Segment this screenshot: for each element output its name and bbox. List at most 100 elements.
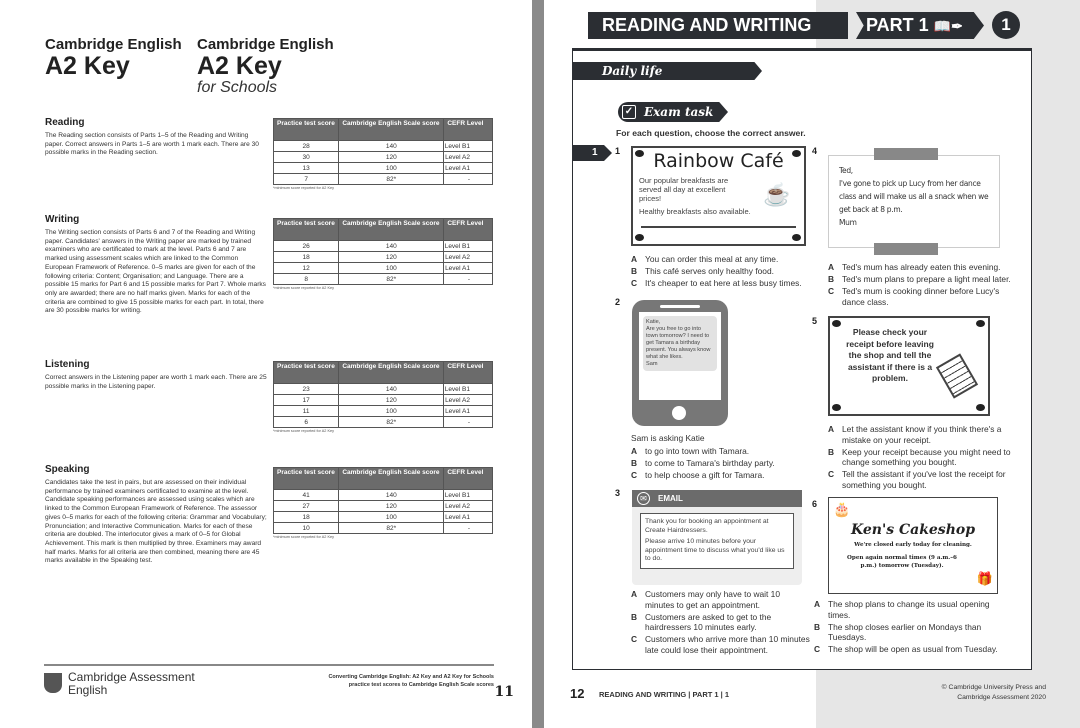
column-header: Cambridge English Scale score: [338, 118, 445, 141]
speech-bubble-icon: [635, 150, 644, 157]
table-cell: 140: [338, 489, 445, 501]
score-table: Practice test score Cambridge English Sca…: [272, 218, 493, 285]
answer-options: A Customers may only have to wait 10 minu…: [631, 589, 811, 657]
question-number: 6: [812, 499, 818, 509]
brand-a2-key: Cambridge English A2 Key: [45, 36, 182, 79]
table-cell: 10: [272, 522, 340, 534]
table-cell: Level A2: [443, 151, 493, 163]
column-header: Cambridge English Scale score: [338, 467, 445, 490]
table-cell: 8: [272, 273, 340, 285]
option-text: Ted's mum plans to prepare a light meal …: [842, 274, 1011, 284]
logo-text: Cambridge Assessment: [68, 670, 195, 684]
answer-option[interactable]: A Ted's mum has already eaten this evenin…: [828, 262, 1013, 273]
option-letter: C: [631, 278, 638, 288]
table-cell: 100: [338, 162, 445, 174]
brand-line: Cambridge English: [45, 36, 182, 53]
section-title: Speaking: [45, 464, 90, 475]
answer-option[interactable]: B Keep your receipt because you might nee…: [828, 447, 1013, 468]
speech-bubble-icon: [832, 320, 841, 327]
email-text: Thank you for booking an appointment at …: [645, 518, 769, 534]
email-notice: EMAIL ✉ Thank you for booking an appoint…: [632, 490, 802, 585]
answer-option[interactable]: C Tell the assistant if you've lost the r…: [828, 469, 1013, 490]
table-cell: Level B1: [443, 383, 493, 395]
option-text: Ted's mum is cooking dinner before Lucy'…: [842, 286, 1000, 307]
option-letter: C: [828, 469, 835, 479]
answer-option[interactable]: C Customers who arrive more than 10 minut…: [631, 634, 811, 655]
table-cell: Level A2: [443, 394, 493, 406]
answer-option[interactable]: C It's cheaper to eat here at less busy t…: [631, 278, 811, 289]
section-text: The Writing section consists of Parts 6 …: [45, 229, 266, 315]
table-cell: 28: [272, 140, 340, 152]
table-cell: Level B1: [443, 140, 493, 152]
footnote: *minimum score reported for A2 Key: [273, 286, 334, 290]
score-table: Practice test score Cambridge English Sca…: [272, 467, 493, 534]
table-cell: -: [443, 173, 493, 185]
question-number: 1: [615, 146, 621, 156]
notice-text: Open again normal times (9 a.m.–6 p.m.) …: [847, 555, 957, 569]
section-header: READING AND WRITING: [588, 12, 848, 39]
table-cell: 6: [272, 416, 340, 428]
speech-bubble-icon: [792, 150, 801, 157]
answer-options: A Let the assistant know if you think the…: [828, 424, 1013, 492]
table-cell: 7: [272, 173, 340, 185]
table-row: 18 100 Level A1: [272, 511, 493, 523]
answer-option[interactable]: A Let the assistant know if you think the…: [828, 424, 1013, 445]
option-text: to go into town with Tamara.: [645, 446, 750, 456]
answer-option[interactable]: C Ted's mum is cooking dinner before Lucy…: [828, 286, 1013, 307]
notice-text: Our popular breakfasts are served all da…: [639, 176, 729, 203]
option-text: Customers are asked to get to the hairdr…: [645, 611, 772, 633]
option-text: You can order this meal at any time.: [645, 254, 779, 264]
table-row: 28 140 Level B1: [272, 140, 493, 152]
table-cell: 120: [338, 500, 445, 512]
teapot-icon: ☕: [763, 182, 791, 207]
question-number: 3: [615, 488, 621, 498]
left-footer: Cambridge Assessment English Converting …: [44, 664, 514, 700]
option-letter: B: [631, 611, 638, 622]
handwritten-note: Ted, I've gone to pick up Lucy from her …: [828, 155, 1000, 248]
answer-option[interactable]: A You can order this meal at any time.: [631, 254, 811, 265]
table-cell: 120: [338, 394, 445, 406]
option-text: Customers who arrive more than 10 minute…: [645, 634, 810, 655]
answer-option[interactable]: B This café serves only healthy food.: [631, 266, 811, 277]
side-marker: 1: [572, 145, 612, 161]
answer-option[interactable]: B Ted's mum plans to prepare a light meal…: [828, 274, 1013, 285]
table-row: 17 120 Level A2: [272, 394, 493, 406]
footer-caption: Converting Cambridge English: A2 Key and…: [328, 674, 494, 680]
table-row: 7 82* -: [272, 173, 493, 185]
option-letter: A: [631, 446, 638, 456]
table-cell: 12: [272, 262, 340, 274]
receipt-notice: Please check your receipt before leaving…: [828, 316, 990, 416]
notice-text: Healthy breakfasts also available.: [639, 207, 751, 216]
speech-bubble-icon: [832, 404, 841, 411]
table-row: 41 140 Level B1: [272, 489, 493, 501]
logo-text: English: [68, 683, 108, 697]
column-header: Cambridge English Scale score: [338, 361, 445, 384]
brand-title: A2 Key: [45, 52, 130, 80]
footer-caption: practice test scores to Cambridge Englis…: [348, 682, 494, 688]
table-cell: 120: [338, 151, 445, 163]
option-text: The shop closes earlier on Mondays than …: [828, 621, 982, 643]
answer-option[interactable]: A The shop plans to change its usual open…: [814, 599, 1004, 620]
section-text: The Reading section consists of Parts 1–…: [45, 132, 259, 157]
speech-bubble-icon: [635, 234, 644, 241]
table-cell: 13: [272, 162, 340, 174]
column-header: Practice test score: [272, 361, 340, 384]
answer-option[interactable]: B Customers are asked to get to the haird…: [631, 612, 811, 633]
table-cell: Level A1: [443, 162, 493, 174]
answer-option[interactable]: A Customers may only have to wait 10 minu…: [631, 589, 811, 610]
answer-option[interactable]: C The shop will be open as usual from Tue…: [814, 644, 1004, 655]
rainbow-cafe-notice: Rainbow Café Our popular breakfasts are …: [631, 146, 806, 246]
question-number: 2: [615, 297, 621, 307]
right-page: READING AND WRITING PART 1 📖✒ 1 Daily li…: [544, 0, 1080, 728]
page-number: 11: [494, 684, 514, 700]
table-cell: 30: [272, 151, 340, 163]
table-cell: 82*: [338, 416, 445, 428]
table-cell: 18: [272, 511, 340, 523]
option-text: It's cheaper to eat here at less busy ti…: [645, 278, 802, 288]
answer-option[interactable]: B The shop closes earlier on Mondays than…: [814, 622, 1004, 643]
option-text: Customers may only have to wait 10 minut…: [645, 589, 780, 610]
question-number: 4: [812, 146, 818, 156]
